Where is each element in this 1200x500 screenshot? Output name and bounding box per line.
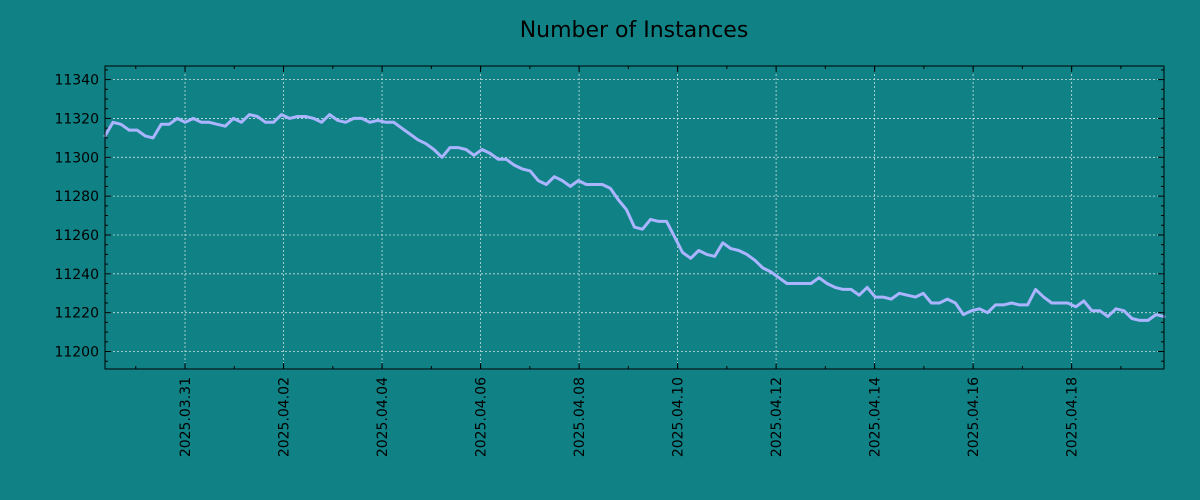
x-tick-label: 2025.04.04 [375, 377, 391, 457]
x-tick-label: 2025.04.14 [868, 377, 884, 457]
y-tick-label: 11280 [54, 189, 99, 205]
plot-frame [104, 65, 1165, 370]
x-tick-label: 2025.04.18 [1065, 377, 1081, 457]
x-tick-label: 2025.04.02 [277, 377, 293, 457]
x-tick-label: 2025.04.08 [572, 377, 588, 457]
y-axis-ticks: 11200 11220 11240 11260 11280 11300 11320 11340 [54, 69, 1164, 362]
x-axis-ticks: 2025.03.31 2025.04.02 2025.04.04 2025.04.06… [135, 66, 1122, 457]
x-tick-label: 2025.03.31 [178, 377, 194, 457]
x-tick-label: 2025.04.12 [769, 377, 785, 457]
y-tick-label: 11240 [54, 267, 99, 283]
series-layer [103, 113, 1166, 322]
y-tick-label: 11200 [54, 345, 99, 361]
grid-lines [105, 66, 1164, 369]
y-tick-label: 11340 [54, 73, 99, 89]
y-tick-label: 11320 [54, 111, 99, 127]
x-tick-label: 2025.04.16 [966, 377, 982, 457]
chart-title: Number of Instances [520, 18, 749, 43]
series-line [103, 113, 1166, 322]
y-tick-label: 11220 [54, 306, 99, 322]
y-tick-label: 11300 [54, 150, 99, 166]
x-tick-label: 2025.04.10 [671, 377, 687, 457]
x-tick-label: 2025.04.06 [474, 377, 490, 457]
y-tick-label: 11260 [54, 228, 99, 244]
